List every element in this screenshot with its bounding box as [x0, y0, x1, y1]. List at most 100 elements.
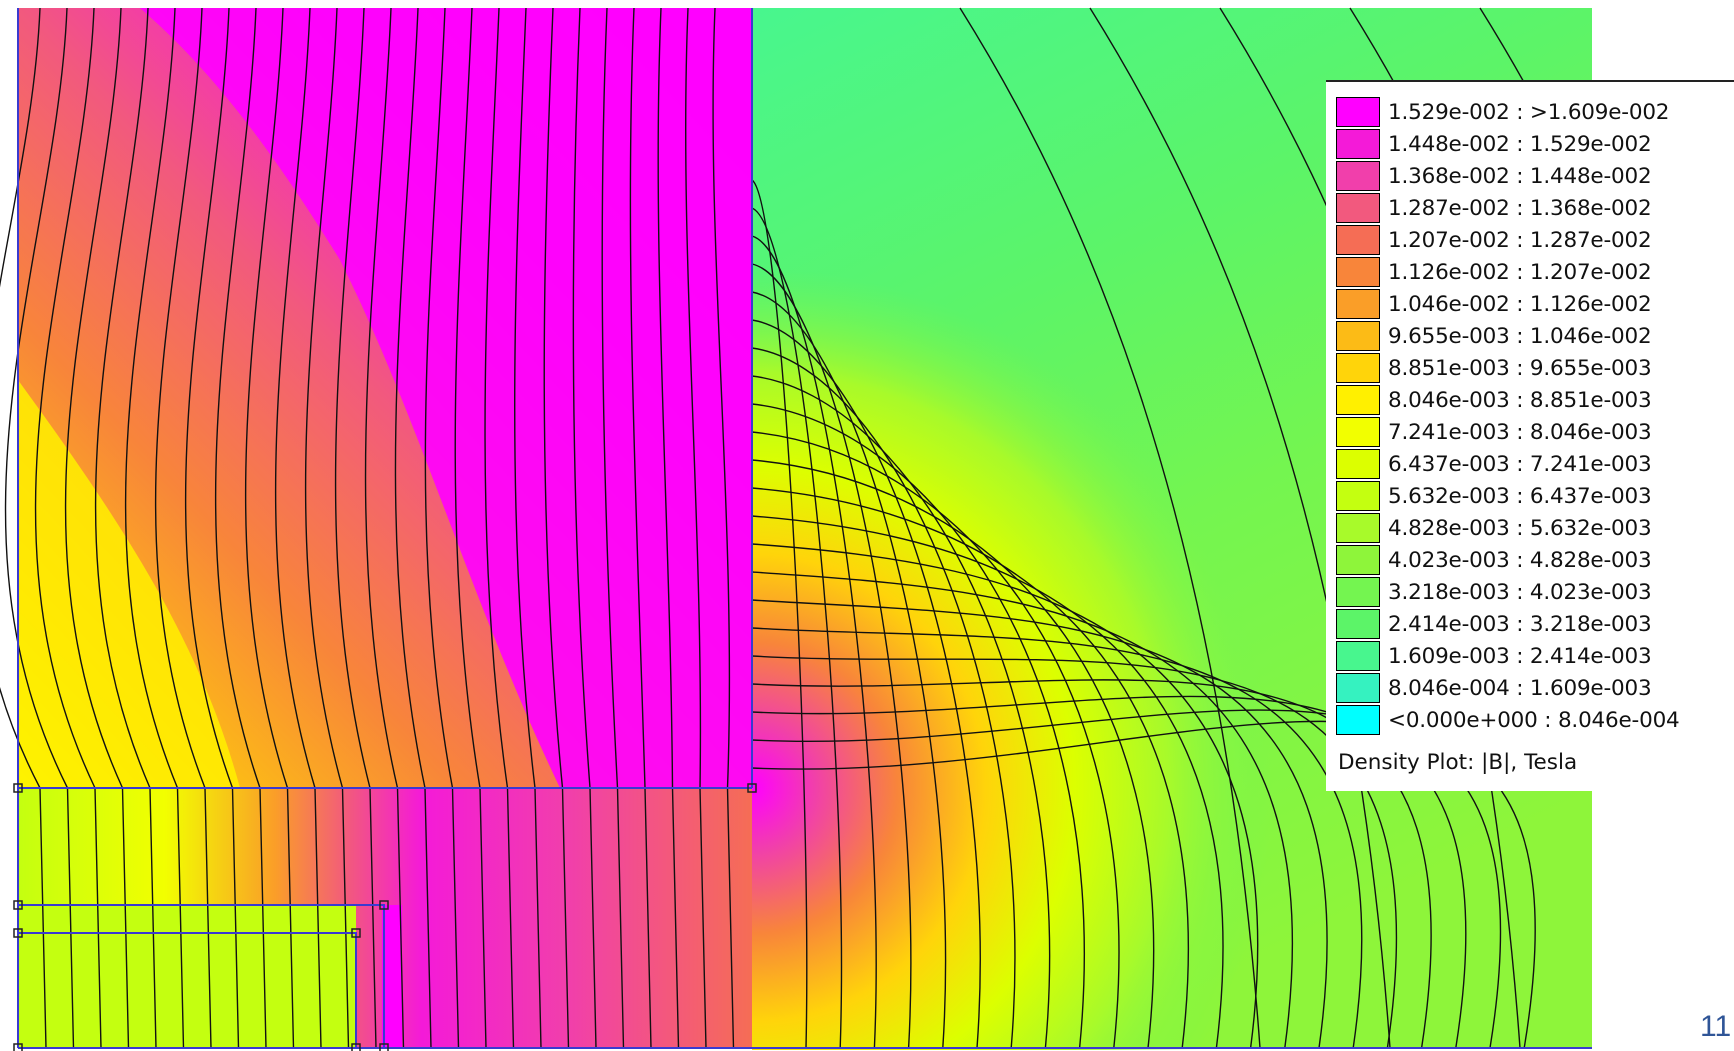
- field-line: [244, 7, 295, 1049]
- legend-label: 8.046e-004 : 1.609e-003: [1388, 675, 1652, 701]
- legend-label: 4.828e-003 : 5.632e-003: [1388, 515, 1652, 541]
- legend-label: 1.529e-002 : >1.609e-002: [1388, 99, 1670, 125]
- field-line: [751, 599, 1328, 1049]
- field-line: [4, 7, 75, 1049]
- field-line: [751, 679, 1432, 1049]
- legend-label: 1.448e-002 : 1.529e-002: [1388, 131, 1652, 157]
- geometry-nodes: [13, 783, 757, 1051]
- field-line: [751, 515, 1224, 1049]
- legend-label: <0.000e+000 : 8.046e-004: [1388, 707, 1680, 733]
- legend-swatch: [1336, 449, 1380, 479]
- legend-swatch: [1336, 129, 1380, 159]
- legend-caption: Density Plot: |B|, Tesla: [1338, 750, 1578, 775]
- field-line: [751, 291, 947, 1049]
- field-line: [543, 7, 570, 1049]
- field-line: [751, 655, 1398, 1049]
- legend-label: 1.368e-002 : 1.448e-002: [1388, 163, 1652, 189]
- field-line: [572, 7, 597, 1049]
- field-line: [751, 627, 1363, 1049]
- field-line: [64, 7, 130, 1049]
- legend-entry: 8.851e-003 : 9.655e-003: [1336, 352, 1734, 384]
- legend-label: 6.437e-003 : 7.241e-003: [1388, 451, 1652, 477]
- field-line: [274, 7, 322, 1049]
- coil-region: [18, 905, 356, 1048]
- field-line: [154, 7, 212, 1049]
- legend-entry: 1.046e-002 : 1.126e-002: [1336, 288, 1734, 320]
- legend-entry: 1.287e-002 : 1.368e-002: [1336, 192, 1734, 224]
- field-line: [751, 263, 912, 1049]
- legend-label: 1.207e-002 : 1.287e-002: [1388, 227, 1652, 253]
- legend-entry: 5.632e-003 : 6.437e-003: [1336, 480, 1734, 512]
- field-line: [751, 319, 981, 1049]
- field-line: [364, 7, 405, 1049]
- legend-swatch: [1336, 385, 1380, 415]
- legend-swatch: [1336, 641, 1380, 671]
- legend-label: 1.126e-002 : 1.207e-002: [1388, 259, 1652, 285]
- legend-entry: 1.126e-002 : 1.207e-002: [1336, 256, 1734, 288]
- legend: 1.529e-002 : >1.609e-002 1.448e-002 : 1.5…: [1326, 80, 1734, 791]
- legend-entry: 2.414e-003 : 3.218e-003: [1336, 608, 1734, 640]
- legend-swatch: [1336, 609, 1380, 639]
- field-line: [751, 695, 1467, 1049]
- legend-swatch: [1336, 97, 1380, 127]
- legend-label: 1.609e-003 : 2.414e-003: [1388, 643, 1652, 669]
- legend-entry: 1.609e-003 : 2.414e-003: [1336, 640, 1734, 672]
- legend-swatch: [1336, 161, 1380, 191]
- field-line: [484, 7, 515, 1049]
- legend-label: 7.241e-003 : 8.046e-003: [1388, 419, 1652, 445]
- legend-entry: 3.218e-003 : 4.023e-003: [1336, 576, 1734, 608]
- field-line: [751, 571, 1294, 1049]
- legend-entry: 9.655e-003 : 1.046e-002: [1336, 320, 1734, 352]
- legend-entry: 7.241e-003 : 8.046e-003: [1336, 416, 1734, 448]
- legend-label: 8.046e-003 : 8.851e-003: [1388, 387, 1652, 413]
- field-line: [94, 7, 157, 1049]
- legend-swatch: [1336, 705, 1380, 735]
- field-line: [751, 207, 843, 1049]
- legend-entry: 1.368e-002 : 1.448e-002: [1336, 160, 1734, 192]
- legend-entry: 4.828e-003 : 5.632e-003: [1336, 512, 1734, 544]
- field-line: [424, 7, 460, 1049]
- field-line: [304, 7, 350, 1049]
- legend-swatch: [1336, 289, 1380, 319]
- legend-label: 4.023e-003 : 4.828e-003: [1388, 547, 1652, 573]
- legend-swatch: [1336, 225, 1380, 255]
- legend-entry: 8.046e-003 : 8.851e-003: [1336, 384, 1734, 416]
- legend-swatch: [1336, 513, 1380, 543]
- coil-gap: [382, 905, 402, 1048]
- legend-swatch: [1336, 577, 1380, 607]
- field-line: [34, 7, 102, 1049]
- legend-entry: 4.023e-003 : 4.828e-003: [1336, 544, 1734, 576]
- field-line: [601, 7, 625, 1049]
- legend-entry: 1.529e-002 : >1.609e-002: [1336, 96, 1734, 128]
- field-line: [1089, 7, 1391, 1049]
- field-line: [214, 7, 267, 1049]
- legend-swatch: [1336, 353, 1380, 383]
- legend-label: 5.632e-003 : 6.437e-003: [1388, 483, 1652, 509]
- field-line: [124, 7, 185, 1049]
- field-line: [751, 347, 1016, 1049]
- field-line: [712, 7, 735, 1049]
- legend-entry: <0.000e+000 : 8.046e-004: [1336, 704, 1734, 736]
- field-line: [685, 7, 707, 1049]
- legend-label: 2.414e-003 : 3.218e-003: [1388, 611, 1652, 637]
- field-line: [751, 235, 877, 1049]
- legend-entries: 1.529e-002 : >1.609e-002 1.448e-002 : 1.5…: [1336, 96, 1734, 736]
- slide-number: 11: [1700, 1010, 1732, 1043]
- legend-label: 1.287e-002 : 1.368e-002: [1388, 195, 1652, 221]
- legend-swatch: [1336, 545, 1380, 575]
- legend-swatch: [1336, 257, 1380, 287]
- field-line: [514, 7, 542, 1049]
- legend-swatch: [1336, 417, 1380, 447]
- field-line: [751, 375, 1051, 1049]
- legend-entry: 1.207e-002 : 1.287e-002: [1336, 224, 1734, 256]
- legend-entry: 6.437e-003 : 7.241e-003: [1336, 448, 1734, 480]
- field-line: [394, 7, 432, 1049]
- legend-entry: 1.448e-002 : 1.529e-002: [1336, 128, 1734, 160]
- legend-swatch: [1336, 193, 1380, 223]
- field-line: [454, 7, 487, 1049]
- geometry-boundaries: [17, 8, 1592, 1049]
- core-high-field-zone: [140, 8, 752, 788]
- legend-label: 9.655e-003 : 1.046e-002: [1388, 323, 1652, 349]
- field-line: [184, 7, 240, 1049]
- legend-entry: 8.046e-004 : 1.609e-003: [1336, 672, 1734, 704]
